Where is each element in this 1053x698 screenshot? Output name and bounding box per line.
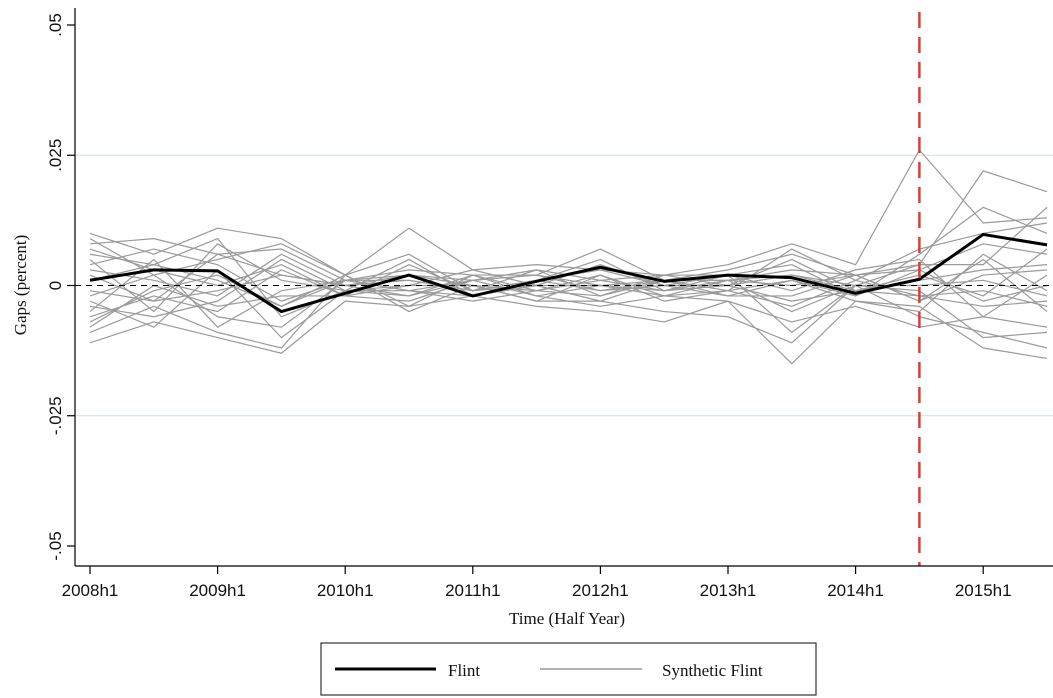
y-tick-label-0: .05 (46, 13, 65, 37)
y-tick-label-3: -.025 (46, 396, 65, 435)
synthetic-flint-line-16 (89, 206, 1048, 292)
gridlines (75, 154, 1053, 417)
synthetic-flint-lines (89, 149, 1048, 365)
legend: Flint Synthetic Flint (320, 642, 817, 696)
legend-flint-label: Flint (448, 661, 480, 680)
y-tick-label-1: .025 (46, 139, 65, 172)
synthetic-flint-line-2 (89, 170, 1048, 281)
synthetic-flint-line-13 (89, 253, 1048, 328)
flint-line (89, 232, 1048, 314)
y-tick-label-2: 0 (46, 281, 65, 290)
y-axis-title: Gaps (percent) (11, 235, 30, 336)
x-tick-label-3: 2011h1 (445, 581, 500, 600)
x-tick-label-6: 2014h1 (827, 581, 884, 600)
x-tick-label-4: 2012h1 (572, 581, 629, 600)
x-tick-label-2: 2010h1 (317, 581, 374, 600)
x-tick-label-0: 2008h1 (62, 581, 119, 600)
y-tick-label-4: -.05 (46, 531, 65, 560)
x-tick-label-1: 2009h1 (189, 581, 246, 600)
legend-synthetic-label: Synthetic Flint (662, 661, 763, 680)
x-ticks: 2008h1 2009h1 2010h1 2011h1 2012h1 2013h1 2014… (62, 566, 1012, 600)
synthetic-flint-line-1 (89, 295, 1048, 365)
x-tick-label-7: 2015h1 (955, 581, 1012, 600)
synthetic-flint-line-18 (89, 264, 1048, 307)
x-axis-title: Time (Half Year) (509, 609, 625, 628)
x-tick-label-5: 2013h1 (700, 581, 757, 600)
synthetic-flint-line-14 (89, 222, 1048, 302)
flint-line-group (89, 232, 1048, 314)
y-ticks: .05 .025 0 -.025 -.05 (46, 13, 75, 561)
axes (74, 8, 1053, 567)
synthetic-flint-line-0 (89, 149, 1048, 276)
synthetic-flint-line-19 (89, 269, 1048, 302)
